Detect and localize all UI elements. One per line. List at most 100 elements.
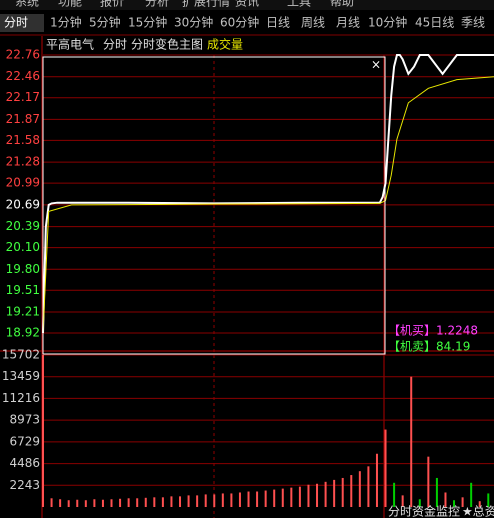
- tab[interactable]: 季线: [461, 16, 485, 30]
- volume-bar: [478, 501, 481, 507]
- menu-item[interactable]: 资讯: [235, 0, 259, 9]
- y-tick-label: 13459: [2, 369, 40, 383]
- menu-item[interactable]: 扩展行情: [182, 0, 230, 9]
- tab-bar: [0, 12, 494, 34]
- volume-bar: [410, 376, 413, 507]
- y-tick-label: 8973: [9, 413, 40, 427]
- volume-bar: [367, 466, 370, 507]
- tab[interactable]: 45日线: [415, 16, 454, 30]
- menu-item[interactable]: 工具: [287, 0, 311, 9]
- y-tick-label: 2243: [9, 478, 40, 492]
- volume-bar: [42, 355, 44, 507]
- volume-bar: [298, 486, 301, 507]
- volume-bar: [119, 498, 122, 507]
- volume-bar: [444, 492, 447, 507]
- total-label: ★总资: [462, 505, 494, 518]
- volume-bar: [127, 498, 130, 507]
- volume-bar: [307, 484, 310, 507]
- y-tick-label: 22.46: [6, 69, 40, 83]
- active-tab-bg: [0, 14, 44, 32]
- volume-bar: [358, 471, 361, 507]
- y-tick-label: 20.69: [6, 197, 40, 211]
- volume-bar: [84, 500, 87, 507]
- tab[interactable]: 分时: [4, 16, 28, 30]
- volume-bar: [281, 488, 284, 507]
- volume-bar: [196, 495, 199, 507]
- y-tick-label: 22.76: [6, 48, 40, 62]
- menu-item[interactable]: 系统: [15, 0, 39, 9]
- volume-bar: [316, 483, 319, 507]
- volume-bar: [204, 494, 207, 507]
- volume-bar: [110, 499, 113, 507]
- volume-bar: [290, 487, 293, 507]
- buy-label: 【机买】1.2248: [388, 324, 478, 338]
- y-tick-label: 19.51: [6, 283, 40, 297]
- volume-bar: [230, 493, 233, 507]
- y-tick-label: 21.58: [6, 133, 40, 147]
- sell-label: 【机卖】84.19: [388, 340, 470, 354]
- volume-bar: [179, 496, 182, 507]
- volume-bar: [418, 499, 421, 507]
- tab[interactable]: 周线: [301, 16, 325, 30]
- menu-item[interactable]: 功能: [58, 0, 82, 9]
- y-tick-label: 19.80: [6, 262, 40, 276]
- volume-bar: [435, 477, 438, 507]
- volume-bar: [187, 495, 190, 507]
- volume-bar: [238, 492, 241, 507]
- y-tick-label: 15702: [2, 348, 40, 362]
- volume-bar: [59, 499, 62, 507]
- menu-item[interactable]: 分析: [145, 0, 169, 9]
- volume-bar: [256, 491, 259, 507]
- volume-bar: [470, 482, 473, 507]
- menu-item[interactable]: 报价: [100, 0, 124, 9]
- volume-bar: [324, 481, 327, 507]
- menu-bar: [0, 0, 494, 10]
- tab[interactable]: 30分钟: [174, 15, 213, 30]
- volume-bar: [487, 493, 490, 507]
- y-tick-label: 20.99: [6, 176, 40, 190]
- volume-bar: [76, 499, 79, 507]
- volume-bar: [461, 497, 464, 507]
- indicator: 成交量: [207, 37, 243, 52]
- volume-bar: [170, 496, 173, 507]
- monitor-label: 分时资金监控: [388, 504, 460, 518]
- volume-bar: [384, 429, 387, 507]
- volume-bar: [247, 491, 250, 507]
- close-button[interactable]: ×: [371, 58, 381, 72]
- volume-bar: [153, 497, 156, 507]
- volume-bar: [427, 456, 430, 507]
- volume-bar: [213, 494, 216, 507]
- y-tick-label: 21.28: [6, 155, 40, 169]
- volume-bar: [67, 500, 70, 507]
- tab[interactable]: 1分钟: [50, 15, 82, 30]
- y-tick-label: 19.21: [6, 305, 40, 319]
- tab[interactable]: 60分钟: [220, 15, 259, 30]
- volume-bar: [136, 498, 139, 507]
- overlay-frame: [42, 56, 386, 355]
- y-tick-label: 11216: [2, 391, 40, 405]
- stock-name: 平高电气: [46, 37, 94, 52]
- volume-bar: [161, 497, 164, 507]
- price-line: [42, 76, 494, 334]
- tab[interactable]: 10分钟: [368, 15, 407, 30]
- tab[interactable]: 15分钟: [128, 15, 167, 30]
- y-tick-label: 21.87: [6, 112, 40, 126]
- volume-bar: [393, 482, 396, 507]
- volume-bar: [264, 490, 267, 507]
- y-tick-label: 4486: [9, 456, 40, 470]
- template: 分时变色主图: [131, 37, 203, 52]
- tab[interactable]: 月线: [336, 16, 360, 30]
- y-tick-label: 18.92: [6, 326, 40, 340]
- menu-item[interactable]: 帮助: [330, 0, 354, 9]
- tab[interactable]: 日线: [266, 16, 290, 30]
- price-line: [42, 54, 494, 334]
- mode: 分时: [103, 38, 127, 52]
- volume-bar: [453, 500, 456, 507]
- volume-bar: [333, 479, 336, 507]
- tab[interactable]: 5分钟: [89, 15, 121, 30]
- y-tick-label: 22.17: [6, 90, 40, 104]
- y-tick-label: 6729: [9, 434, 40, 448]
- y-tick-label: 20.10: [6, 240, 40, 254]
- volume-bar: [350, 475, 353, 507]
